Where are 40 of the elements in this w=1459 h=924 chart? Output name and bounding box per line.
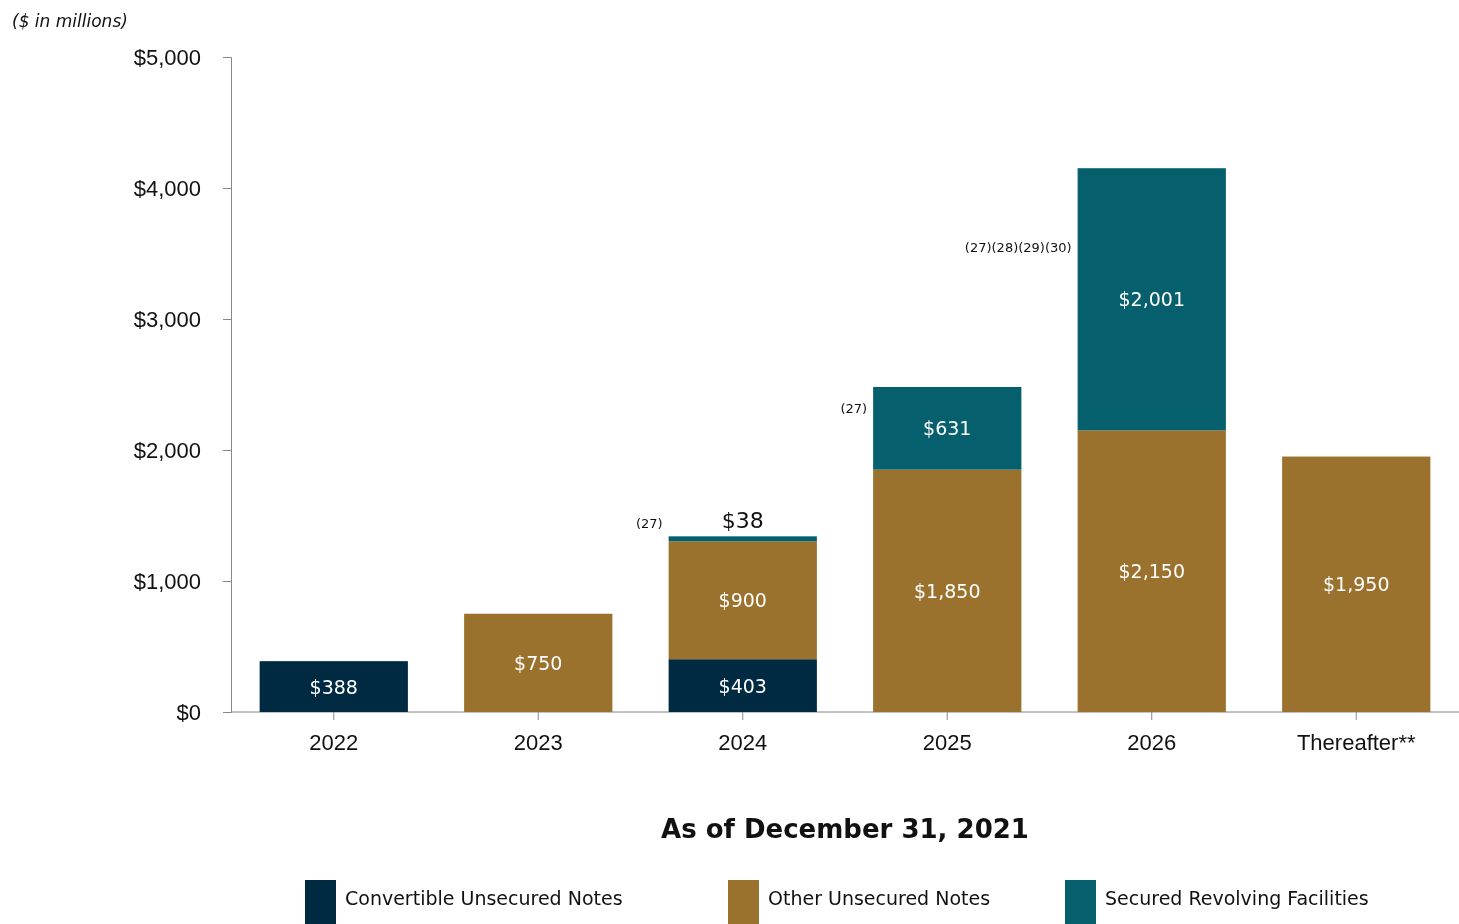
y-tick-label: $2,000 bbox=[133, 437, 201, 463]
annotation: (27)(28)(29)(30) bbox=[964, 240, 1072, 256]
data-label: $2,001 bbox=[1118, 288, 1185, 311]
y-tick-label: $5,000 bbox=[133, 44, 201, 70]
data-label: $388 bbox=[309, 675, 358, 698]
bar bbox=[1077, 430, 1226, 712]
y-axis-title: ($ in millions) bbox=[12, 11, 128, 31]
data-label: $1,850 bbox=[914, 579, 981, 602]
data-label: $631 bbox=[923, 417, 972, 440]
x-tick-label: 2023 bbox=[513, 729, 563, 755]
legend-label: Other Unsecured Notes bbox=[768, 887, 991, 909]
x-tick-label: 2024 bbox=[718, 729, 768, 755]
x-tick-label: Thereafter** bbox=[1296, 729, 1416, 755]
data-label: $900 bbox=[718, 589, 767, 612]
y-tick-label: $3,000 bbox=[133, 306, 201, 332]
bar bbox=[1077, 168, 1226, 431]
y-tick-label: $1,000 bbox=[133, 568, 201, 594]
annotation: (27) bbox=[840, 401, 868, 417]
bar bbox=[1282, 456, 1431, 712]
legend-label: Convertible Unsecured Notes bbox=[345, 887, 623, 909]
x-tick-label: 2022 bbox=[309, 729, 359, 755]
y-tick-label: $0 bbox=[176, 699, 201, 725]
legend-label: Secured Revolving Facilities bbox=[1105, 887, 1369, 909]
bar bbox=[668, 541, 817, 660]
bar bbox=[873, 386, 1022, 470]
data-label: $1,950 bbox=[1323, 573, 1390, 596]
x-tick-label: 2025 bbox=[922, 729, 972, 755]
data-label: $750 bbox=[514, 651, 563, 674]
x-axis-title: As of December 31, 2021 bbox=[661, 814, 1029, 844]
data-label: $38 bbox=[721, 508, 764, 534]
bar bbox=[259, 661, 408, 712]
bar bbox=[668, 659, 817, 712]
x-tick-label: 2026 bbox=[1127, 729, 1177, 755]
data-label: $403 bbox=[718, 674, 767, 697]
bar bbox=[668, 536, 817, 542]
bar bbox=[873, 469, 1022, 712]
bar bbox=[464, 613, 613, 712]
y-tick-label: $4,000 bbox=[133, 175, 201, 201]
annotation: (27) bbox=[635, 516, 663, 532]
data-label: $2,150 bbox=[1118, 560, 1185, 583]
